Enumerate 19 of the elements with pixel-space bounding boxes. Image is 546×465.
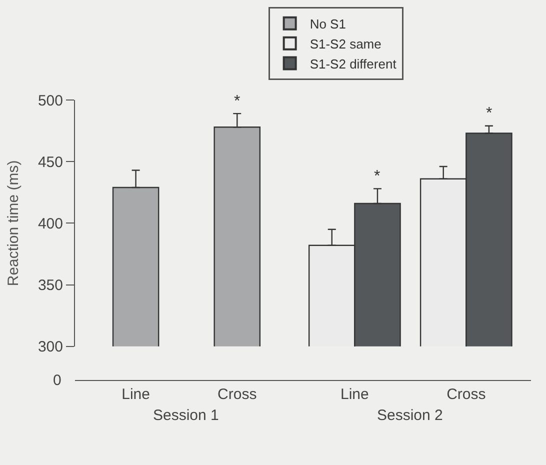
text: Session 1 [153,407,219,424]
y-tick-label: 350 [38,277,63,294]
y-tick-label: 400 [38,215,63,232]
data-label: * [374,168,380,185]
data-label: * [234,93,240,110]
data-label: * [486,105,492,122]
x-tick-label: Line [122,386,150,403]
text: 0 [53,372,62,389]
y-tick-label: 450 [38,154,63,171]
legend-label: No S1 [310,16,346,32]
y-tick-label: 300 [38,338,63,356]
text: Session 2 [377,407,443,424]
legend-label: S1-S2 same [310,36,382,52]
x-tick-label: Cross [446,386,486,403]
legend-label: S1-S2 different [310,56,397,72]
y-axis-title: Reaction time (ms) [5,160,22,286]
x-tick-label: Cross [218,386,257,403]
x-tick-label: Line [340,386,369,403]
y-tick-label: 500 [38,92,63,110]
